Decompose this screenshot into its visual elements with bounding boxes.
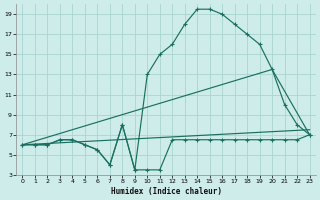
X-axis label: Humidex (Indice chaleur): Humidex (Indice chaleur) bbox=[110, 187, 221, 196]
